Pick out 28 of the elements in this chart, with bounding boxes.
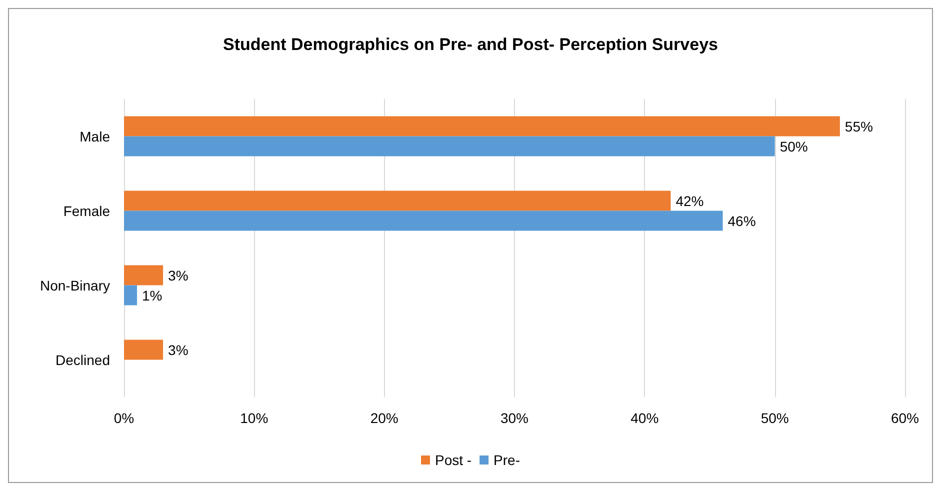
- x-tick-label: 20%: [370, 410, 398, 426]
- bar: [124, 136, 775, 156]
- y-tick-label: Non-Binary: [40, 277, 110, 294]
- data-label: 1%: [142, 287, 162, 304]
- x-tick-label: 10%: [240, 410, 268, 426]
- x-tick-label: 60%: [890, 410, 920, 426]
- data-label: 42%: [676, 192, 704, 209]
- data-label: 3%: [168, 267, 188, 284]
- x-tick-label: 30%: [500, 410, 529, 426]
- bar: [124, 340, 164, 360]
- y-tick-label: Female: [63, 202, 110, 219]
- x-tick-label: 50%: [760, 410, 789, 426]
- bar: [124, 265, 164, 286]
- bar: [124, 285, 138, 306]
- legend-label: Post -: [434, 452, 472, 468]
- data-label: 50%: [780, 138, 808, 154]
- x-tick-label: 0%: [114, 410, 134, 426]
- data-label: 3%: [168, 342, 188, 358]
- data-label: 46%: [728, 212, 756, 229]
- y-tick-label: Male: [80, 128, 110, 144]
- data-label: 55%: [844, 118, 873, 134]
- bar: [124, 116, 840, 136]
- bar: [124, 190, 671, 211]
- bar: [124, 210, 723, 231]
- x-tick-label: 40%: [630, 410, 659, 426]
- y-tick-label: Declined: [56, 352, 110, 368]
- chart-title: Student Demographics on Pre- and Post- Perception Surveys: [223, 35, 718, 54]
- legend-label: Pre-: [494, 452, 520, 468]
